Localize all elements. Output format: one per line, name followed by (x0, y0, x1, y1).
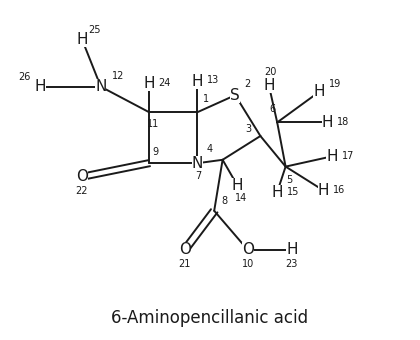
Text: 14: 14 (235, 193, 248, 203)
Text: H: H (76, 32, 88, 47)
Text: 1: 1 (203, 94, 209, 104)
Text: 6: 6 (269, 104, 275, 115)
Text: H: H (192, 74, 203, 89)
Text: 22: 22 (76, 186, 88, 196)
Text: H: H (313, 84, 325, 99)
Text: O: O (242, 242, 254, 257)
Text: 6-Aminopencillanic acid: 6-Aminopencillanic acid (111, 309, 309, 327)
Text: H: H (263, 78, 275, 92)
Text: 12: 12 (112, 71, 125, 81)
Text: 24: 24 (158, 78, 171, 88)
Text: O: O (179, 242, 191, 257)
Text: 23: 23 (286, 259, 298, 269)
Text: 7: 7 (195, 171, 201, 181)
Text: 25: 25 (88, 24, 101, 35)
Text: 4: 4 (207, 144, 213, 154)
Text: S: S (230, 88, 240, 103)
Text: N: N (95, 79, 107, 94)
Text: 15: 15 (287, 187, 299, 197)
Text: 16: 16 (333, 185, 346, 195)
Text: 17: 17 (341, 151, 354, 162)
Text: 21: 21 (178, 259, 191, 269)
Text: H: H (34, 79, 46, 94)
Text: 10: 10 (241, 259, 254, 269)
Text: N: N (192, 156, 203, 171)
Text: 20: 20 (265, 67, 277, 77)
Text: 9: 9 (152, 147, 158, 157)
Text: H: H (271, 185, 283, 200)
Text: 19: 19 (329, 79, 341, 89)
Text: H: H (318, 183, 329, 198)
Text: 13: 13 (207, 75, 220, 85)
Text: 18: 18 (337, 117, 350, 128)
Text: H: H (143, 76, 155, 91)
Text: 2: 2 (245, 79, 251, 89)
Text: 8: 8 (222, 195, 228, 206)
Text: H: H (286, 242, 298, 257)
Text: 11: 11 (147, 119, 160, 129)
Text: H: H (322, 115, 333, 130)
Text: O: O (76, 169, 88, 184)
Text: 5: 5 (287, 174, 293, 185)
Text: H: H (231, 178, 243, 193)
Text: 3: 3 (246, 124, 252, 134)
Text: H: H (326, 149, 338, 164)
Text: 26: 26 (18, 71, 30, 82)
